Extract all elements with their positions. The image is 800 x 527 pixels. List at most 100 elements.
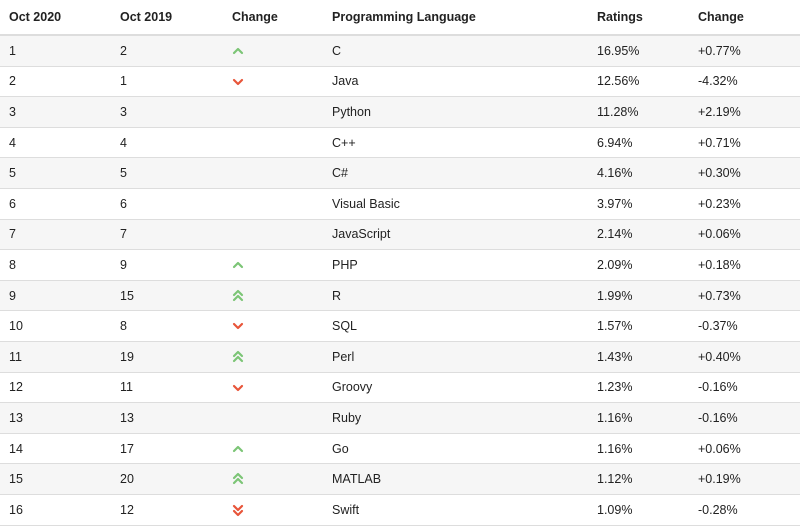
rank-change-cell xyxy=(223,188,323,220)
rank-change-cell xyxy=(223,127,323,159)
rank-oct-2020-cell: 4 xyxy=(0,127,111,159)
rating-change-cell: -0.16% xyxy=(689,402,800,434)
rank-change-cell xyxy=(223,310,323,342)
rating-change-cell: +0.77% xyxy=(689,35,800,67)
table-row: 11 19 Perl 1.43% +0.40% xyxy=(0,341,800,373)
language-cell: SQL xyxy=(323,310,588,342)
rank-change-cell xyxy=(223,219,323,251)
language-cell: MATLAB xyxy=(323,463,588,495)
language-cell: Perl xyxy=(323,341,588,373)
header-ratings: Ratings xyxy=(588,0,689,36)
language-cell: PHP xyxy=(323,249,588,281)
rank-oct-2020-cell: 1 xyxy=(0,35,111,67)
table-row: 16 12 Swift 1.09% -0.28% xyxy=(0,494,800,526)
rank-change-cell xyxy=(223,494,323,526)
rating-change-cell: +0.73% xyxy=(689,280,800,312)
rating-cell: 1.43% xyxy=(588,341,689,373)
double-chevron-up-icon xyxy=(231,350,245,364)
language-cell: Ruby xyxy=(323,402,588,434)
rank-change-cell xyxy=(223,463,323,495)
rating-change-cell: +0.18% xyxy=(689,249,800,281)
chevron-up-icon xyxy=(231,258,245,272)
chevron-up-icon xyxy=(231,442,245,456)
rank-oct-2019-cell: 12 xyxy=(111,494,223,526)
rank-oct-2019-cell: 5 xyxy=(111,157,223,189)
header-change: Change xyxy=(223,0,323,36)
rank-change-cell xyxy=(223,280,323,312)
language-cell: C# xyxy=(323,157,588,189)
chevron-down-icon xyxy=(231,381,245,395)
rank-oct-2019-cell: 6 xyxy=(111,188,223,220)
table-row: 4 4 C++ 6.94% +0.71% xyxy=(0,127,800,159)
double-chevron-up-icon xyxy=(231,289,245,303)
table-row: 9 15 R 1.99% +0.73% xyxy=(0,280,800,312)
table-header-row: Oct 2020 Oct 2019 Change Programming Lan… xyxy=(0,0,800,36)
rating-change-cell: +0.19% xyxy=(689,463,800,495)
rating-cell: 16.95% xyxy=(588,35,689,67)
header-oct-2019: Oct 2019 xyxy=(111,0,223,36)
rank-oct-2020-cell: 12 xyxy=(0,372,111,404)
language-cell: Go xyxy=(323,433,588,465)
rank-oct-2020-cell: 7 xyxy=(0,219,111,251)
rank-oct-2019-cell: 8 xyxy=(111,310,223,342)
table-row: 10 8 SQL 1.57% -0.37% xyxy=(0,310,800,342)
rating-cell: 11.28% xyxy=(588,96,689,128)
chevron-up-icon xyxy=(231,44,245,58)
rating-change-cell: +0.23% xyxy=(689,188,800,220)
rank-oct-2020-cell: 8 xyxy=(0,249,111,281)
table-body: 1 2 C 16.95% +0.77% 2 1 Java 12.56% -4.32% 3 3 Pytho… xyxy=(0,35,800,526)
rank-oct-2019-cell: 2 xyxy=(111,35,223,67)
table-row: 3 3 Python 11.28% +2.19% xyxy=(0,96,800,128)
header-ratings-change: Change xyxy=(689,0,800,36)
table-row: 8 9 PHP 2.09% +0.18% xyxy=(0,249,800,281)
language-cell: Python xyxy=(323,96,588,128)
rating-change-cell: +0.71% xyxy=(689,127,800,159)
rank-change-cell xyxy=(223,402,323,434)
table-row: 2 1 Java 12.56% -4.32% xyxy=(0,66,800,98)
header-oct-2020: Oct 2020 xyxy=(0,0,111,36)
rating-change-cell: -0.16% xyxy=(689,372,800,404)
chevron-down-icon xyxy=(231,75,245,89)
rank-oct-2019-cell: 9 xyxy=(111,249,223,281)
table-row: 1 2 C 16.95% +0.77% xyxy=(0,35,800,67)
rating-cell: 1.09% xyxy=(588,494,689,526)
rating-cell: 4.16% xyxy=(588,157,689,189)
rating-cell: 1.16% xyxy=(588,433,689,465)
rank-change-cell xyxy=(223,96,323,128)
rank-oct-2019-cell: 4 xyxy=(111,127,223,159)
rank-oct-2019-cell: 7 xyxy=(111,219,223,251)
rank-change-cell xyxy=(223,433,323,465)
language-cell: C++ xyxy=(323,127,588,159)
rating-change-cell: +0.30% xyxy=(689,157,800,189)
rank-oct-2020-cell: 13 xyxy=(0,402,111,434)
rating-cell: 1.23% xyxy=(588,372,689,404)
rank-oct-2019-cell: 3 xyxy=(111,96,223,128)
rank-oct-2020-cell: 3 xyxy=(0,96,111,128)
rating-cell: 3.97% xyxy=(588,188,689,220)
table-row: 13 13 Ruby 1.16% -0.16% xyxy=(0,402,800,434)
rank-oct-2020-cell: 6 xyxy=(0,188,111,220)
rank-change-cell xyxy=(223,66,323,98)
rating-change-cell: -0.37% xyxy=(689,310,800,342)
rating-change-cell: +0.06% xyxy=(689,219,800,251)
rank-oct-2020-cell: 5 xyxy=(0,157,111,189)
table-row: 5 5 C# 4.16% +0.30% xyxy=(0,157,800,189)
rating-cell: 12.56% xyxy=(588,66,689,98)
rank-change-cell xyxy=(223,249,323,281)
table-row: 15 20 MATLAB 1.12% +0.19% xyxy=(0,463,800,495)
language-cell: Groovy xyxy=(323,372,588,404)
chevron-down-icon xyxy=(231,319,245,333)
table-row: 12 11 Groovy 1.23% -0.16% xyxy=(0,372,800,404)
language-cell: Visual Basic xyxy=(323,188,588,220)
rating-cell: 6.94% xyxy=(588,127,689,159)
language-cell: R xyxy=(323,280,588,312)
rank-oct-2019-cell: 15 xyxy=(111,280,223,312)
rating-cell: 1.99% xyxy=(588,280,689,312)
rating-cell: 1.12% xyxy=(588,463,689,495)
rank-oct-2020-cell: 9 xyxy=(0,280,111,312)
rank-change-cell xyxy=(223,157,323,189)
rank-change-cell xyxy=(223,35,323,67)
rank-oct-2020-cell: 16 xyxy=(0,494,111,526)
rank-oct-2019-cell: 17 xyxy=(111,433,223,465)
